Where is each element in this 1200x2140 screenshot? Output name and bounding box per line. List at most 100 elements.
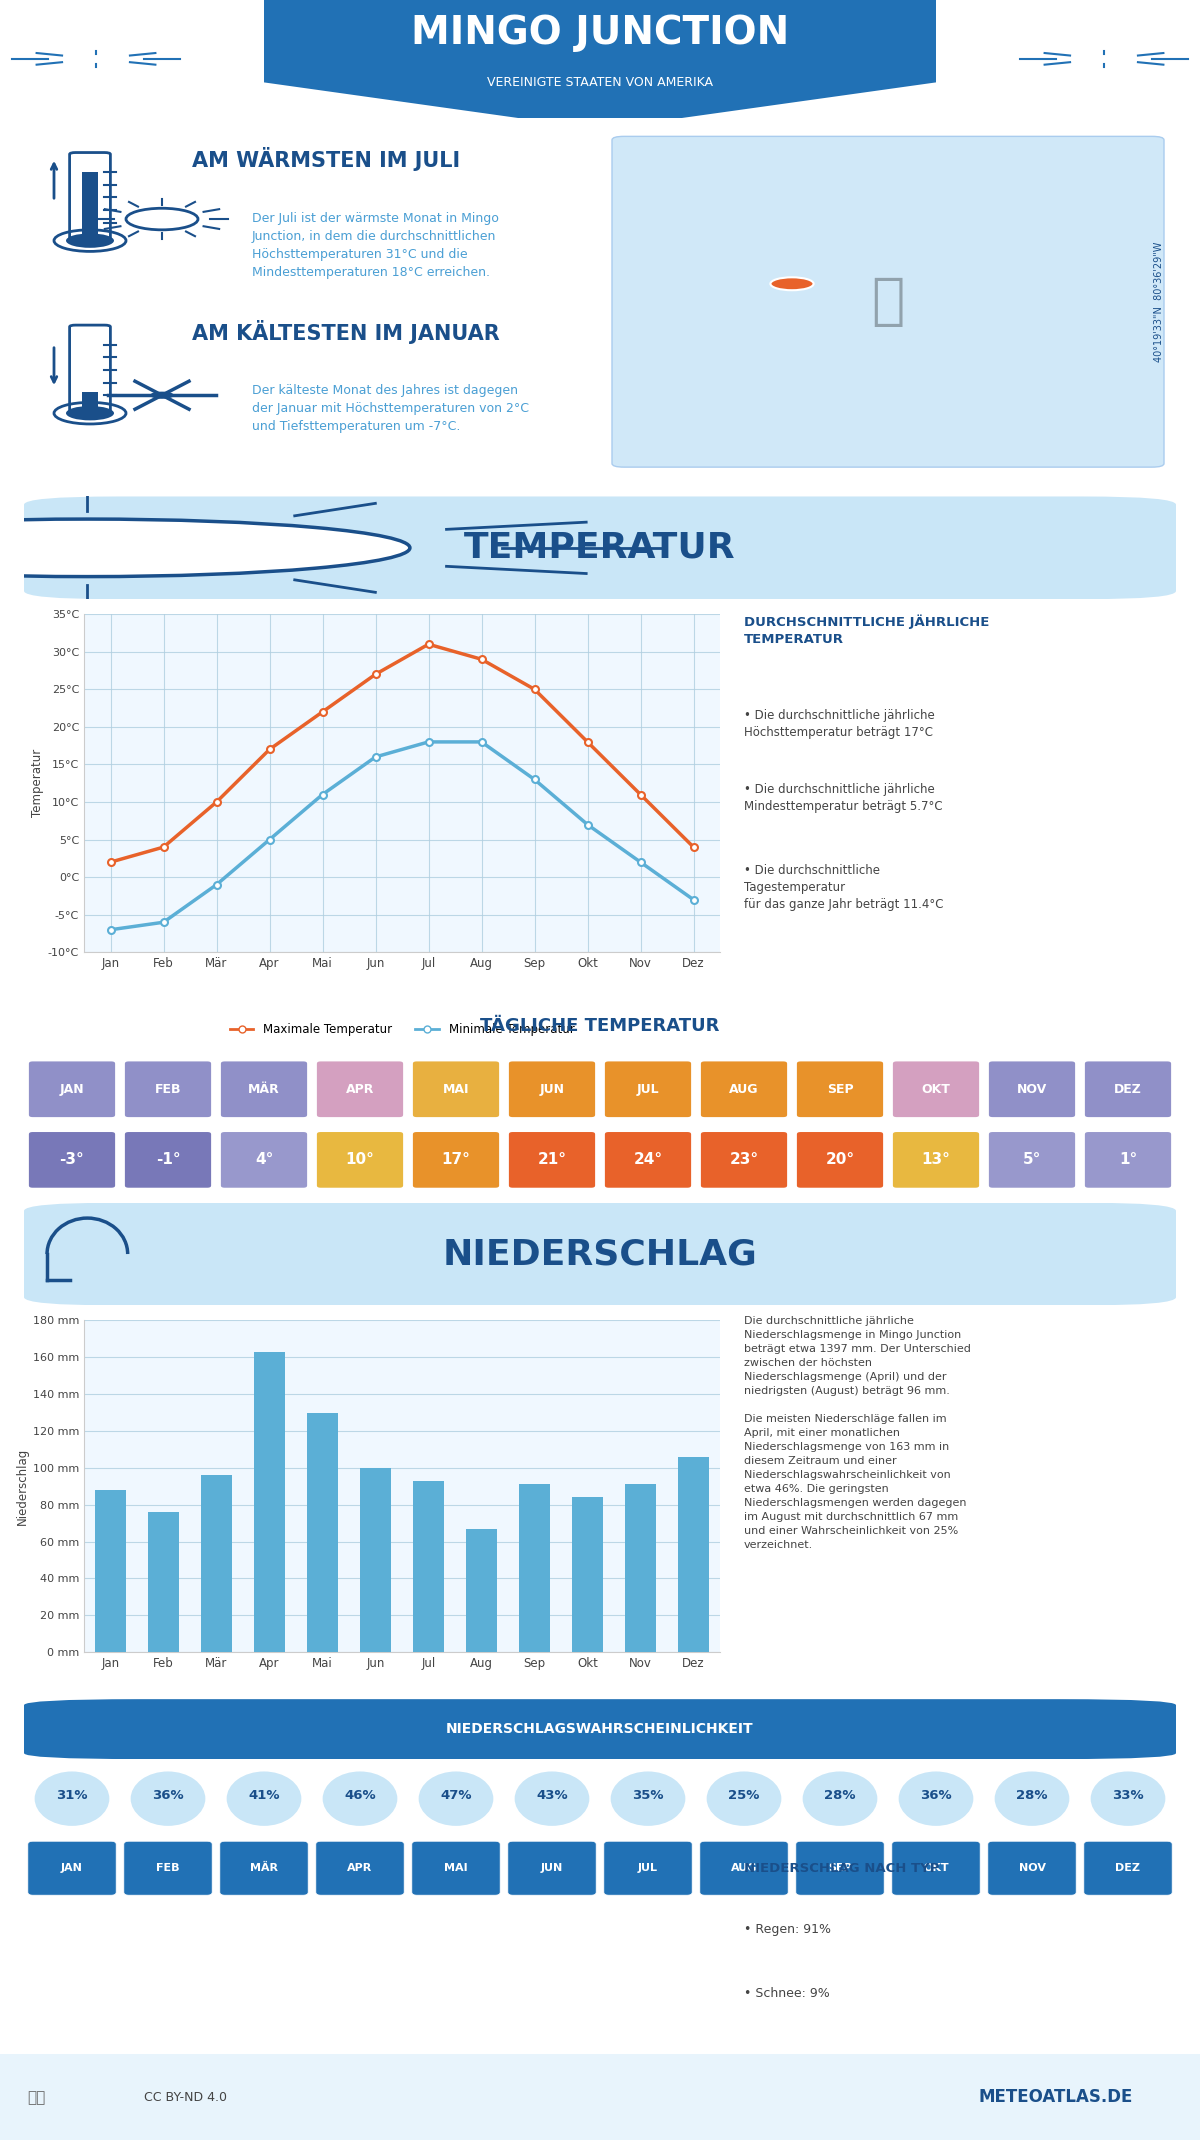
Text: JUN: JUN (541, 1864, 563, 1872)
Text: MAI: MAI (443, 1083, 469, 1096)
Circle shape (226, 1770, 302, 1828)
Text: • Schnee: 9%: • Schnee: 9% (744, 1986, 829, 2001)
Text: 28%: 28% (824, 1789, 856, 1802)
Bar (571, 1498, 604, 1652)
FancyBboxPatch shape (124, 1130, 212, 1190)
Circle shape (150, 392, 174, 398)
Bar (518, 1485, 551, 1652)
FancyBboxPatch shape (220, 1840, 308, 1896)
FancyBboxPatch shape (412, 1061, 500, 1117)
Text: • Die durchschnittliche
Tagestemperatur
für das ganze Jahr beträgt 11.4°C: • Die durchschnittliche Tagestemperatur … (744, 865, 943, 912)
Bar (466, 1528, 498, 1652)
Bar (253, 1352, 286, 1652)
FancyBboxPatch shape (892, 1840, 980, 1896)
Text: SEP: SEP (827, 1083, 853, 1096)
FancyBboxPatch shape (604, 1061, 692, 1117)
Bar (95, 1489, 126, 1652)
Text: Ⓒⓘ: Ⓒⓘ (26, 2089, 46, 2106)
FancyBboxPatch shape (612, 137, 1164, 467)
Text: 43%: 43% (536, 1789, 568, 1802)
Text: 36%: 36% (152, 1789, 184, 1802)
FancyBboxPatch shape (316, 1061, 404, 1117)
Text: 28%: 28% (1016, 1789, 1048, 1802)
FancyBboxPatch shape (508, 1130, 596, 1190)
Text: APR: APR (347, 1864, 373, 1872)
Text: Der Juli ist der wärmste Monat in Mingo
Junction, in dem die durchschnittlichen
: Der Juli ist der wärmste Monat in Mingo … (252, 212, 499, 278)
Text: 40°19'33"N  80°36'29"W: 40°19'33"N 80°36'29"W (1154, 242, 1164, 362)
Text: 13°: 13° (922, 1151, 950, 1168)
FancyBboxPatch shape (220, 1130, 308, 1190)
Text: OKT: OKT (922, 1083, 950, 1096)
Text: JUL: JUL (637, 1083, 659, 1096)
FancyBboxPatch shape (28, 1061, 116, 1117)
Text: CC BY-ND 4.0: CC BY-ND 4.0 (144, 2091, 227, 2104)
Y-axis label: Niederschlag: Niederschlag (16, 1447, 29, 1526)
Circle shape (514, 1770, 590, 1828)
Text: • Regen: 91%: • Regen: 91% (744, 1922, 830, 1937)
Text: 35%: 35% (632, 1789, 664, 1802)
Text: TÄGLICHE TEMPERATUR: TÄGLICHE TEMPERATUR (480, 1016, 720, 1036)
FancyBboxPatch shape (1084, 1840, 1172, 1896)
Text: 47%: 47% (440, 1789, 472, 1802)
Y-axis label: Temperatur: Temperatur (31, 749, 43, 817)
Circle shape (994, 1770, 1070, 1828)
FancyBboxPatch shape (988, 1061, 1076, 1117)
Circle shape (1090, 1770, 1166, 1828)
Circle shape (34, 1770, 110, 1828)
Text: -1°: -1° (156, 1151, 180, 1168)
Text: JUL: JUL (638, 1864, 658, 1872)
FancyBboxPatch shape (988, 1840, 1076, 1896)
FancyBboxPatch shape (124, 1840, 212, 1896)
Text: FEB: FEB (155, 1083, 181, 1096)
FancyBboxPatch shape (700, 1840, 788, 1896)
Text: SEP: SEP (828, 1864, 852, 1872)
FancyBboxPatch shape (796, 1061, 884, 1117)
FancyBboxPatch shape (604, 1130, 692, 1190)
Text: 33%: 33% (1112, 1789, 1144, 1802)
Text: NIEDERSCHLAG: NIEDERSCHLAG (443, 1237, 757, 1271)
Bar (625, 1485, 656, 1652)
Circle shape (0, 520, 410, 576)
Text: VEREINIGTE STAATEN VON AMERIKA: VEREINIGTE STAATEN VON AMERIKA (487, 75, 713, 90)
Bar (148, 1513, 180, 1652)
Bar (82, 173, 98, 238)
Text: 🌍: 🌍 (871, 274, 905, 330)
Circle shape (126, 208, 198, 229)
Text: METEOATLAS.DE: METEOATLAS.DE (979, 2089, 1133, 2106)
FancyBboxPatch shape (700, 1061, 788, 1117)
Text: NOV: NOV (1019, 1864, 1045, 1872)
Text: NIEDERSCHLAGSWAHRSCHEINLICHKEIT: NIEDERSCHLAGSWAHRSCHEINLICHKEIT (446, 1723, 754, 1736)
Text: NIEDERSCHLAG NACH TYP: NIEDERSCHLAG NACH TYP (744, 1862, 940, 1875)
FancyBboxPatch shape (316, 1840, 404, 1896)
Text: AM KÄLTESTEN IM JANUAR: AM KÄLTESTEN IM JANUAR (192, 319, 499, 345)
Legend: Maximale Temperatur, Minimale Temperatur: Maximale Temperatur, Minimale Temperatur (224, 1019, 580, 1040)
FancyBboxPatch shape (796, 1130, 884, 1190)
Text: 21°: 21° (538, 1151, 566, 1168)
Bar (200, 1474, 233, 1652)
Text: MAI: MAI (444, 1864, 468, 1872)
Text: OKT: OKT (923, 1864, 949, 1872)
FancyBboxPatch shape (700, 1130, 788, 1190)
Circle shape (802, 1770, 878, 1828)
Text: 20°: 20° (826, 1151, 854, 1168)
Text: 31%: 31% (56, 1789, 88, 1802)
Text: AM WÄRMSTEN IM JULI: AM WÄRMSTEN IM JULI (192, 148, 460, 171)
FancyBboxPatch shape (28, 1840, 116, 1896)
Text: -3°: -3° (60, 1151, 84, 1168)
Text: MÄR: MÄR (250, 1864, 278, 1872)
FancyBboxPatch shape (316, 1130, 404, 1190)
Text: MÄR: MÄR (248, 1083, 280, 1096)
Text: APR: APR (346, 1083, 374, 1096)
FancyBboxPatch shape (988, 1130, 1076, 1190)
Bar (307, 1412, 338, 1652)
Text: NOV: NOV (1016, 1083, 1048, 1096)
Circle shape (66, 407, 114, 419)
Bar (360, 1468, 391, 1652)
FancyBboxPatch shape (124, 1061, 212, 1117)
FancyBboxPatch shape (24, 1203, 1176, 1305)
Text: JAN: JAN (61, 1864, 83, 1872)
FancyBboxPatch shape (24, 1699, 1176, 1759)
Circle shape (706, 1770, 782, 1828)
Bar (82, 392, 98, 409)
Text: 25%: 25% (728, 1789, 760, 1802)
